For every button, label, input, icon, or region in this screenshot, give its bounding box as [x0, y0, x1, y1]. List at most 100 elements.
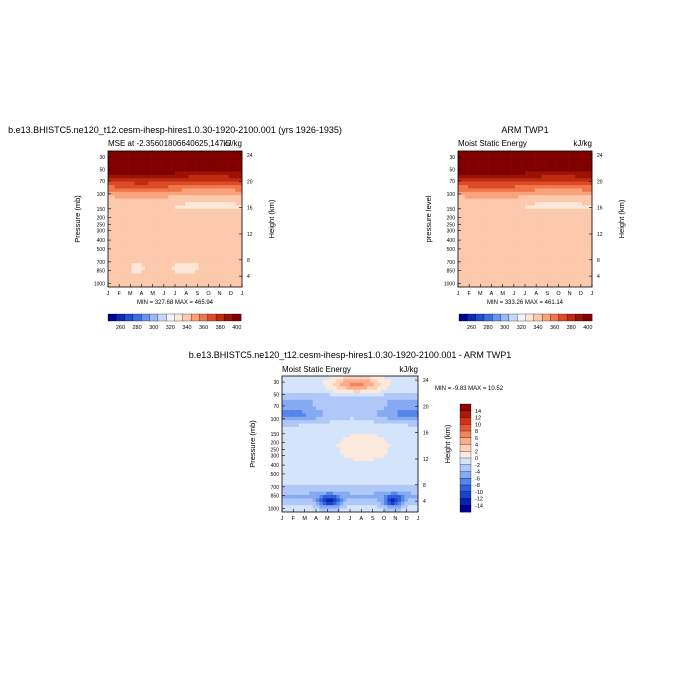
heat-cell [108, 174, 112, 179]
heat-cell [488, 273, 492, 278]
heat-cell [228, 246, 233, 250]
heat-cell [535, 154, 539, 159]
heat-cell [228, 225, 233, 230]
heat-cell [111, 253, 115, 257]
heat-cell [353, 505, 358, 509]
heat-cell [231, 198, 236, 203]
heat-cell [561, 188, 566, 193]
heat-cell [508, 239, 512, 244]
heat-cell [336, 481, 341, 486]
heat-cell [282, 420, 286, 424]
heat-cell [411, 471, 415, 475]
heat-cell [501, 229, 506, 233]
heat-cell [548, 273, 553, 278]
heat-cell [161, 232, 166, 237]
heat-cell [387, 474, 392, 479]
heat-cell [370, 406, 375, 411]
heat-cell [545, 164, 549, 169]
heat-cell [474, 259, 479, 264]
heat-cell [181, 249, 186, 254]
heat-cell [292, 471, 296, 475]
heat-cell [346, 440, 351, 445]
heat-cell [191, 229, 196, 233]
heat-cell [411, 386, 415, 390]
heat-cell [484, 178, 489, 182]
heat-cell [238, 225, 243, 230]
heat-cell [198, 205, 203, 210]
heat-cell [225, 283, 229, 288]
heat-cell [380, 481, 385, 486]
heat-cell [545, 236, 549, 240]
heat-cell [484, 270, 489, 274]
heat-cell [292, 379, 296, 384]
heat-cell [521, 168, 526, 172]
heat-cell [178, 212, 182, 216]
heat-cell [154, 154, 159, 159]
heat-cell [397, 488, 402, 492]
heat-cell [491, 236, 496, 240]
heat-cell [561, 280, 566, 284]
heat-cell [309, 478, 313, 482]
heat-cell [195, 198, 199, 203]
heat-cell [538, 280, 543, 284]
heat-cell [158, 178, 162, 182]
heat-cell [481, 198, 486, 203]
heat-cell [481, 178, 486, 182]
heat-cell [404, 420, 409, 424]
heat-cell [178, 185, 182, 189]
heat-cell [188, 280, 193, 284]
heat-cell [384, 484, 388, 489]
heat-cell [484, 161, 489, 165]
heat-cell [401, 423, 405, 428]
heat-cell [171, 263, 176, 267]
heat-cell [511, 236, 516, 240]
heat-cell [118, 229, 122, 233]
heat-cell [528, 253, 532, 257]
heat-cell [565, 283, 569, 288]
heat-cell [322, 427, 327, 431]
heat-cell [108, 151, 112, 155]
heat-cell [282, 410, 286, 414]
heat-cell [205, 195, 209, 199]
heat-cell [558, 188, 563, 193]
heat-cell [511, 283, 516, 288]
heat-cell [528, 202, 532, 206]
heat-cell [114, 168, 119, 172]
heat-cell [188, 195, 193, 199]
heat-cell [521, 181, 526, 186]
heat-cell [498, 239, 502, 244]
heat-cell [353, 403, 358, 407]
heat-cell [128, 229, 132, 233]
heat-cell [384, 467, 388, 472]
heat-cell [121, 178, 126, 182]
heat-cell [404, 478, 409, 482]
heat-cell [235, 249, 239, 254]
heat-cell [401, 491, 405, 496]
heat-cell [370, 457, 375, 462]
heat-cell [108, 249, 112, 254]
heat-cell [367, 382, 371, 387]
heat-cell [518, 273, 522, 278]
heat-cell [235, 236, 239, 240]
heat-cell [108, 202, 112, 206]
heat-cell [218, 168, 223, 172]
heat-cell [141, 157, 146, 162]
heat-cell [531, 256, 536, 261]
heat-cell [161, 222, 166, 227]
heat-cell [305, 403, 310, 407]
heat-cell [353, 454, 358, 458]
heat-cell [134, 232, 139, 237]
heat-cell [144, 253, 149, 257]
heat-cell [333, 386, 337, 390]
heat-cell [504, 236, 509, 240]
heat-cell [141, 280, 146, 284]
heat-cell [498, 212, 502, 216]
heat-cell [380, 423, 385, 428]
heat-cell [384, 464, 388, 469]
heat-cell [316, 498, 320, 503]
heat-cell [191, 219, 196, 223]
heat-cell [168, 273, 172, 278]
heat-cell [458, 263, 462, 267]
heat-cell [401, 393, 405, 397]
heat-cell [491, 181, 496, 186]
